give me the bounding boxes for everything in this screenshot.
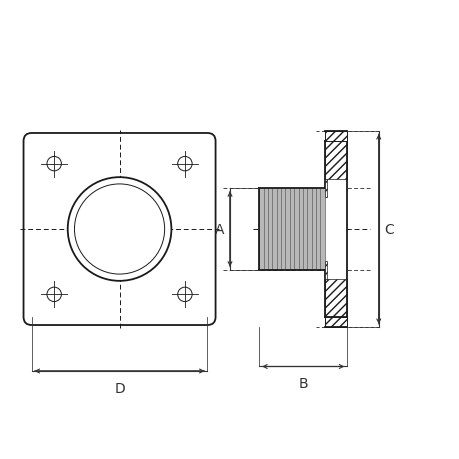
- Text: D: D: [114, 381, 125, 395]
- Circle shape: [67, 178, 171, 281]
- Text: B: B: [298, 376, 308, 391]
- Circle shape: [177, 157, 192, 172]
- Text: A: A: [215, 223, 224, 236]
- Circle shape: [47, 287, 61, 302]
- Bar: [324, 132, 347, 142]
- Bar: [324, 180, 326, 198]
- Bar: [324, 142, 347, 180]
- Bar: [324, 317, 347, 327]
- Bar: [259, 189, 324, 270]
- Text: C: C: [383, 223, 393, 236]
- FancyBboxPatch shape: [23, 134, 215, 325]
- Circle shape: [74, 185, 164, 274]
- Circle shape: [47, 157, 61, 172]
- Bar: [324, 142, 347, 317]
- Circle shape: [177, 287, 192, 302]
- Bar: [324, 279, 347, 317]
- Bar: [324, 261, 326, 279]
